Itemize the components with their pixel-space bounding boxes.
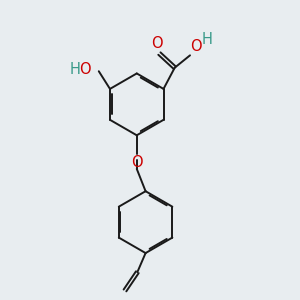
Text: O: O (190, 39, 202, 54)
Text: O: O (79, 62, 91, 77)
Text: O: O (151, 36, 163, 51)
Text: H: H (70, 62, 80, 77)
Text: O: O (131, 155, 142, 170)
Text: H: H (201, 32, 212, 47)
